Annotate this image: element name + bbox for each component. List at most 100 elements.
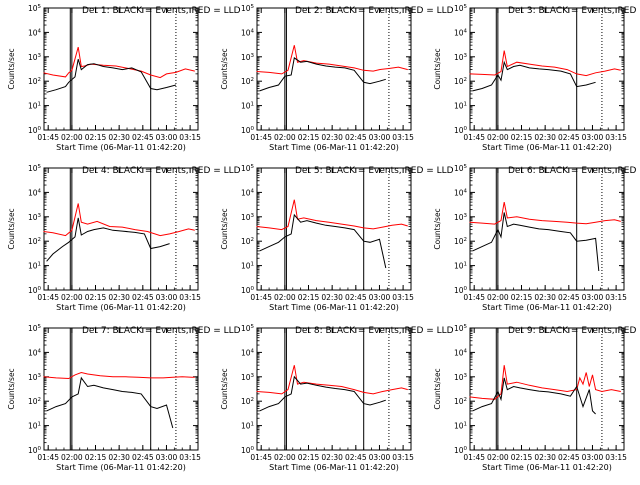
y-tick-label: 100 xyxy=(241,446,255,455)
y-tick-label: 103 xyxy=(241,373,255,382)
x-tick-label: 03:15 xyxy=(392,453,414,462)
series-line-black xyxy=(259,57,386,92)
x-tick-label: 03:15 xyxy=(605,293,627,302)
x-axis-label: Start Time (06-Mar-11 01:42:20) xyxy=(269,143,399,152)
y-tick-label: 100 xyxy=(454,286,468,295)
x-tick-label: 02:15 xyxy=(511,293,533,302)
chart-title: Det 3: BLACK = Events, RED = LLD xyxy=(508,6,640,16)
series-line-black xyxy=(259,213,387,269)
plot-frame xyxy=(469,7,625,131)
y-axis-label: Counts/sec xyxy=(7,48,16,89)
series-line-black xyxy=(46,217,170,262)
x-tick-label: 02:45 xyxy=(345,133,367,142)
y-tick-label: 105 xyxy=(28,324,42,333)
y-tick-label: 103 xyxy=(454,373,468,382)
chart-title: Det 1: BLACK = Events, RED = LLD xyxy=(82,6,241,16)
x-tick-label: 02:15 xyxy=(85,133,107,142)
x-tick-label: 03:15 xyxy=(179,453,201,462)
x-tick-label: 02:30 xyxy=(108,453,130,462)
chart-panel-5: 100 101 102 103 104 105 01:45 02:00 02:15 02:30 02… xyxy=(220,164,454,312)
plot-frame xyxy=(43,167,199,291)
chart-panel-3: 100 101 102 103 104 105 01:45 02:00 02:15 02:30 02… xyxy=(433,4,640,152)
y-tick-label: 105 xyxy=(454,324,468,333)
y-tick-label: 103 xyxy=(454,53,468,62)
chart-panel-9: 100 101 102 103 104 105 01:45 02:00 02:15 02:30 02… xyxy=(433,324,640,472)
y-tick-label: 104 xyxy=(28,348,42,357)
x-axis-label: Start Time (06-Mar-11 01:42:20) xyxy=(482,143,612,152)
x-tick-label: 02:30 xyxy=(321,293,343,302)
y-tick-label: 102 xyxy=(454,237,467,246)
x-axis-label: Start Time (06-Mar-11 01:42:20) xyxy=(269,463,399,472)
x-tick-label: 01:45 xyxy=(37,453,59,462)
x-tick-label: 02:45 xyxy=(345,453,367,462)
plot-frame xyxy=(43,7,199,131)
plot-frame xyxy=(469,167,625,291)
series-line-red xyxy=(469,50,621,77)
x-tick-label: 01:45 xyxy=(250,453,272,462)
y-tick-label: 103 xyxy=(454,213,468,222)
x-tick-label: 03:15 xyxy=(605,133,627,142)
y-tick-label: 102 xyxy=(28,77,41,86)
chart-title: Det 5: BLACK = Events, RED = LLD xyxy=(295,166,454,176)
y-tick-label: 104 xyxy=(28,188,42,197)
x-tick-label: 01:45 xyxy=(463,133,485,142)
x-tick-label: 02:00 xyxy=(61,133,83,142)
x-axis-label: Start Time (06-Mar-11 01:42:20) xyxy=(56,463,186,472)
y-tick-label: 102 xyxy=(28,237,41,246)
x-tick-label: 02:45 xyxy=(558,453,580,462)
x-tick-label: 01:45 xyxy=(463,453,485,462)
x-tick-label: 03:00 xyxy=(369,293,391,302)
x-tick-label: 02:15 xyxy=(85,293,107,302)
chart-title: Det 7: BLACK = Events, RED = LLD xyxy=(82,326,241,336)
x-tick-label: 02:30 xyxy=(108,133,130,142)
x-tick-label: 02:30 xyxy=(108,293,130,302)
series-line-red xyxy=(469,202,621,225)
y-axis-label: Counts/sec xyxy=(7,208,16,249)
x-tick-label: 01:45 xyxy=(250,133,272,142)
x-tick-label: 03:15 xyxy=(179,293,201,302)
chart-panel-7: 100 101 102 103 104 105 01:45 02:00 02:15 02:30 02… xyxy=(7,324,241,472)
y-tick-label: 101 xyxy=(454,422,467,431)
y-tick-label: 103 xyxy=(241,213,255,222)
y-tick-label: 100 xyxy=(454,446,468,455)
series-line-black xyxy=(472,377,596,415)
x-tick-label: 02:30 xyxy=(321,133,343,142)
x-tick-label: 02:15 xyxy=(511,133,533,142)
chart-title: Det 2: BLACK = Events, RED = LLD xyxy=(295,6,454,16)
y-tick-label: 101 xyxy=(28,422,41,431)
y-tick-label: 105 xyxy=(454,4,468,13)
x-tick-label: 02:45 xyxy=(558,293,580,302)
y-tick-label: 105 xyxy=(454,164,468,173)
y-tick-label: 104 xyxy=(241,28,255,37)
y-tick-label: 100 xyxy=(28,286,42,295)
chart-title: Det 6: BLACK = Events, RED = LLD xyxy=(508,166,640,176)
chart-title: Det 8: BLACK = Events, RED = LLD xyxy=(295,326,454,336)
x-tick-label: 02:00 xyxy=(274,453,296,462)
y-tick-label: 104 xyxy=(241,188,255,197)
x-tick-label: 03:00 xyxy=(156,453,178,462)
y-tick-label: 102 xyxy=(28,397,41,406)
y-tick-label: 104 xyxy=(241,348,255,357)
y-axis-label: Counts/sec xyxy=(433,208,442,249)
y-axis-label: Counts/sec xyxy=(220,368,229,409)
series-line-black xyxy=(472,60,596,92)
x-tick-label: 03:00 xyxy=(369,453,391,462)
y-tick-label: 102 xyxy=(241,77,254,86)
y-axis-label: Counts/sec xyxy=(220,208,229,249)
x-tick-label: 03:00 xyxy=(156,293,178,302)
x-tick-label: 02:00 xyxy=(274,293,296,302)
x-axis-label: Start Time (06-Mar-11 01:42:20) xyxy=(482,463,612,472)
x-tick-label: 02:30 xyxy=(321,453,343,462)
x-tick-label: 02:00 xyxy=(487,453,509,462)
x-tick-label: 02:45 xyxy=(132,293,154,302)
series-line-red xyxy=(256,45,408,75)
x-tick-label: 02:30 xyxy=(534,453,556,462)
y-tick-label: 103 xyxy=(28,53,42,62)
x-tick-label: 03:15 xyxy=(179,133,201,142)
series-line-black xyxy=(46,59,177,93)
y-tick-label: 101 xyxy=(241,262,254,271)
series-line-black xyxy=(46,376,174,429)
y-tick-label: 102 xyxy=(241,397,254,406)
y-axis-label: Counts/sec xyxy=(433,368,442,409)
x-tick-label: 02:15 xyxy=(298,133,320,142)
